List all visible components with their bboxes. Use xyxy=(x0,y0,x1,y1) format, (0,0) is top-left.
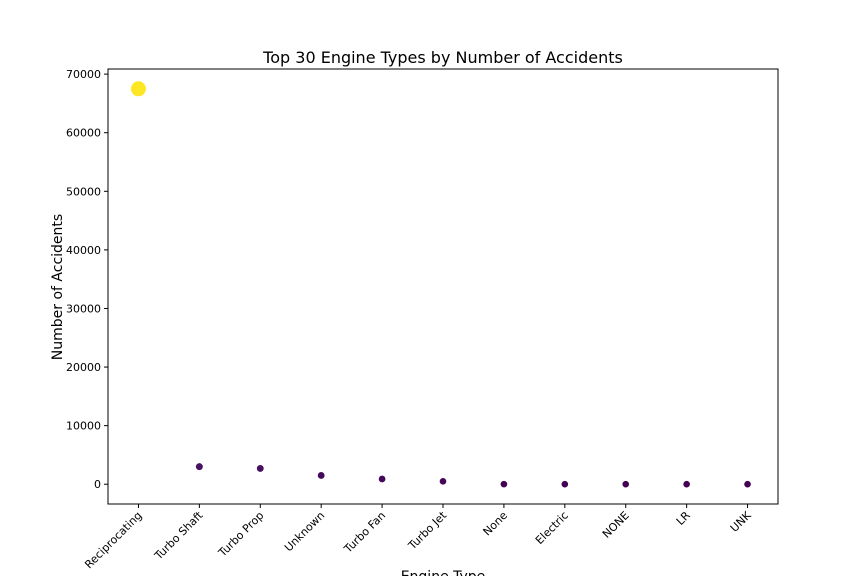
x-tick-label: NONE xyxy=(600,509,632,541)
y-tick-label: 10000 xyxy=(66,420,101,433)
point xyxy=(195,463,203,471)
x-tick-label: LR xyxy=(674,509,693,528)
x-tick-label: None xyxy=(481,509,511,539)
x-tick-label: Unknown xyxy=(282,509,327,554)
y-tick-label: 50000 xyxy=(66,185,101,198)
plot-frame xyxy=(107,68,779,505)
point xyxy=(500,480,508,488)
y-tick-label: 30000 xyxy=(66,302,101,315)
x-tick-label: Turbo Jet xyxy=(405,508,449,552)
point xyxy=(317,472,325,479)
point xyxy=(683,480,690,488)
x-tick-label: UNK xyxy=(728,508,754,534)
x-axis-label: Engine Type xyxy=(401,569,486,576)
chart-title: Top 30 Engine Types by Number of Acciden… xyxy=(262,48,623,67)
point xyxy=(744,480,751,488)
y-tick-label: 60000 xyxy=(66,127,101,140)
y-tick-label: 0 xyxy=(94,478,101,491)
y-axis-label: Number of Accidents xyxy=(50,214,66,360)
point xyxy=(439,477,447,485)
point xyxy=(622,480,630,488)
x-tick-label: Electric xyxy=(533,509,571,547)
x-tick-label: Reciprocating xyxy=(82,509,144,571)
point xyxy=(561,480,569,488)
x-tick-label: Turbo Fan xyxy=(341,509,388,556)
point xyxy=(256,464,264,472)
point xyxy=(130,81,146,97)
point xyxy=(378,475,386,483)
x-tick-label: Turbo Shaft xyxy=(151,508,206,563)
y-tick-label: 70000 xyxy=(66,68,101,81)
y-tick-label: 40000 xyxy=(66,244,101,257)
x-tick-label: Turbo Prop xyxy=(215,509,266,560)
y-tick-label: 20000 xyxy=(66,361,101,374)
